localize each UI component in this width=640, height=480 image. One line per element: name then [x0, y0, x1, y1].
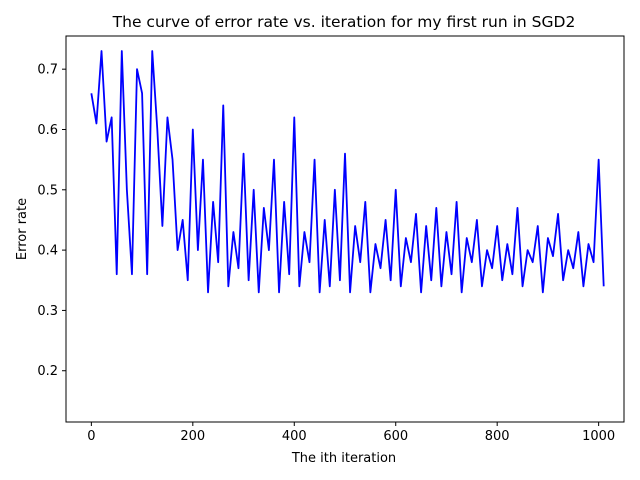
y-tick-label: 0.2 [37, 364, 58, 379]
plot-frame [65, 35, 625, 423]
y-tick-label: 0.6 [37, 123, 58, 138]
x-tick-label: 400 [282, 429, 307, 444]
x-tick-label: 200 [180, 429, 205, 444]
x-axis: 0 200 400 600 800 1000 [87, 422, 615, 444]
series-line-0 [90, 50, 605, 294]
y-tick-label: 0.5 [37, 183, 58, 198]
y-tick-label: 0.7 [37, 63, 58, 78]
y-axis: 0.2 0.3 0.4 0.5 0.6 0.7 [37, 63, 66, 379]
chart-title: The curve of error rate vs. iteration fo… [112, 13, 576, 31]
x-tick-label: 0 [87, 429, 95, 444]
series-layer [90, 50, 605, 294]
x-tick-label: 1000 [582, 429, 615, 444]
y-tick-label: 0.4 [37, 244, 58, 259]
y-axis-label: Error rate [15, 198, 30, 260]
x-tick-label: 600 [383, 429, 408, 444]
x-tick-label: 800 [485, 429, 510, 444]
y-tick-label: 0.3 [37, 304, 58, 319]
x-axis-label: The ith iteration [291, 451, 396, 466]
